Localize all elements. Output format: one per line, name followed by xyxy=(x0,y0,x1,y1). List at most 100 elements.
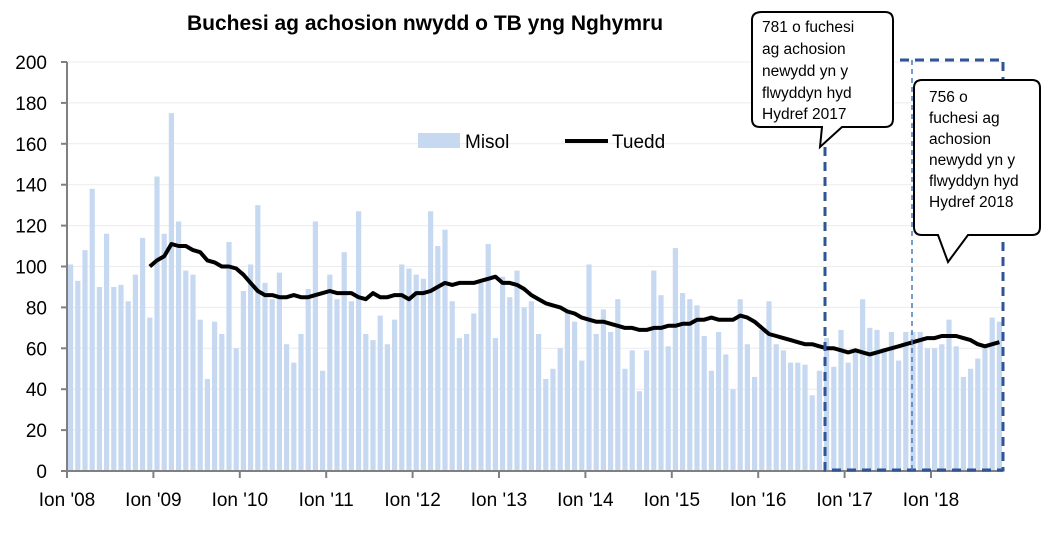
bar-misol xyxy=(291,362,297,471)
x-tick-label: Ion '18 xyxy=(903,490,959,511)
bar-misol xyxy=(788,362,794,471)
bar-misol xyxy=(132,274,138,471)
legend-label-misol: Misol xyxy=(465,132,509,153)
bar-misol xyxy=(658,295,664,471)
bar-misol xyxy=(701,336,707,471)
bar-misol xyxy=(543,378,549,471)
bar-misol xyxy=(557,348,563,471)
y-tick-label: 140 xyxy=(15,176,47,197)
highlight-box xyxy=(823,58,1005,472)
bar-misol xyxy=(492,338,498,471)
bar-misol xyxy=(989,317,995,471)
x-axis-ticks: Ion '08 Ion '09 Ion '10 Ion '11 Ion '12 Ion '… xyxy=(39,471,959,511)
callout-2017-line: flwyddyn hyd xyxy=(762,85,852,102)
bar-misol xyxy=(795,362,801,471)
bar-misol xyxy=(75,280,81,471)
bar-misol xyxy=(464,333,470,471)
bar-misol xyxy=(773,344,779,471)
bar-misol xyxy=(564,309,570,471)
highlight-region xyxy=(823,58,1005,472)
y-tick-label: 20 xyxy=(26,421,47,442)
bar-misol xyxy=(744,344,750,471)
bar-series-misol xyxy=(68,113,1002,472)
bar-misol xyxy=(932,348,938,471)
bar-misol xyxy=(766,301,772,471)
y-tick-label: 120 xyxy=(15,217,47,238)
bar-misol xyxy=(327,274,333,471)
bar-misol xyxy=(500,276,506,471)
bar-misol xyxy=(478,282,484,471)
x-tick-label: Ion '08 xyxy=(39,490,95,511)
bar-misol xyxy=(219,333,225,471)
x-tick-label: Ion '15 xyxy=(644,490,700,511)
y-tick-label: 80 xyxy=(26,298,47,319)
bar-misol xyxy=(449,301,455,471)
bar-misol xyxy=(89,188,95,472)
bar-misol xyxy=(723,354,729,471)
bar-misol xyxy=(428,211,434,471)
callout-2017: 781 o fuchesi ag achosion newydd yn y fl… xyxy=(751,11,894,150)
callout-2017-line: 781 o fuchesi xyxy=(762,19,854,36)
bar-misol xyxy=(471,313,477,471)
svg-text:781 o fuchesi ag achosio: 781 o fuchesi ag achosion newydd yn y fl… xyxy=(762,19,859,123)
bar-misol xyxy=(730,389,736,471)
bar-misol xyxy=(881,348,887,471)
bar-misol xyxy=(82,250,88,471)
bar-misol xyxy=(262,282,268,471)
callout-2018-line: newydd yn y xyxy=(929,152,1015,169)
bar-misol xyxy=(708,370,714,471)
bar-misol xyxy=(514,270,520,471)
bar-misol xyxy=(399,264,405,471)
bar-misol xyxy=(615,299,621,471)
y-tick-label: 60 xyxy=(26,339,47,360)
bar-misol xyxy=(752,376,758,471)
bar-misol xyxy=(140,237,146,471)
bar-misol xyxy=(363,333,369,471)
bar-misol xyxy=(442,229,448,471)
callout-2018-line: flwyddyn hyd xyxy=(929,173,1019,190)
bar-misol xyxy=(276,272,282,471)
bar-misol xyxy=(946,319,952,471)
bar-misol xyxy=(651,270,657,471)
x-tick-label: Ion '12 xyxy=(384,490,440,511)
bar-misol xyxy=(960,376,966,471)
callout-2018: 756 o fuchesi ag achosion newydd yn y fl… xyxy=(913,79,1041,265)
y-tick-label: 100 xyxy=(15,258,47,279)
y-tick-label: 40 xyxy=(26,380,47,401)
bar-misol xyxy=(622,368,628,471)
bar-misol xyxy=(809,395,815,471)
y-axis-ticks: 0 20 40 60 80 100 120 140 160 180 200 xyxy=(15,53,67,483)
x-tick-label: Ion '09 xyxy=(125,490,181,511)
bar-misol xyxy=(320,370,326,471)
bar-misol xyxy=(507,297,513,471)
bar-misol xyxy=(521,307,527,471)
chart-title: Buchesi ag achosion nwydd o TB yng Nghym… xyxy=(187,12,663,35)
bar-misol xyxy=(780,350,786,471)
bar-misol xyxy=(982,348,988,471)
bar-misol xyxy=(406,268,412,471)
y-tick-label: 200 xyxy=(15,53,47,74)
bar-misol xyxy=(111,286,117,471)
bar-misol xyxy=(377,315,383,471)
bar-misol xyxy=(197,319,203,471)
bar-misol xyxy=(226,241,232,471)
bar-misol xyxy=(586,264,592,471)
bar-misol xyxy=(636,391,642,471)
x-tick-label: Ion '11 xyxy=(299,490,354,511)
callout-2018-line: 756 o xyxy=(929,89,968,106)
bar-misol xyxy=(147,317,153,471)
bar-misol xyxy=(939,344,945,471)
bar-misol xyxy=(233,348,239,471)
bar-misol xyxy=(845,362,851,471)
bar-misol xyxy=(665,346,671,471)
bar-misol xyxy=(370,340,376,471)
bar-misol xyxy=(528,301,534,471)
bar-misol xyxy=(420,278,426,471)
bar-misol xyxy=(104,233,110,471)
bar-misol xyxy=(190,274,196,471)
bar-misol xyxy=(572,321,578,471)
bar-misol xyxy=(348,301,354,471)
bar-misol xyxy=(161,233,167,471)
bar-misol xyxy=(435,246,441,471)
